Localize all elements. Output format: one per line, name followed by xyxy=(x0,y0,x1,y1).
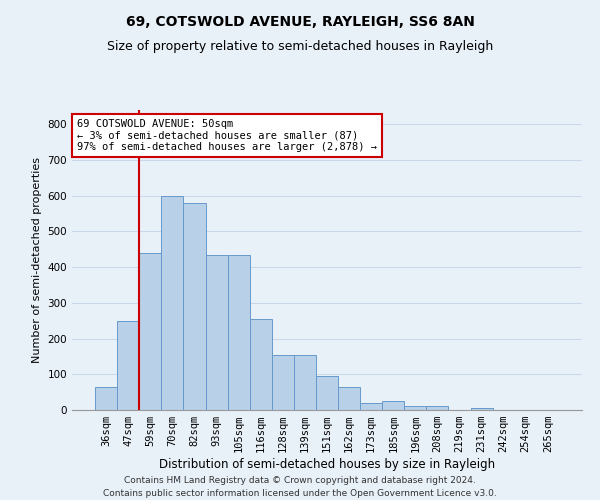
Y-axis label: Number of semi-detached properties: Number of semi-detached properties xyxy=(32,157,42,363)
Bar xyxy=(95,387,117,410)
Bar xyxy=(427,406,448,410)
Bar xyxy=(404,406,427,410)
X-axis label: Distribution of semi-detached houses by size in Rayleigh: Distribution of semi-detached houses by … xyxy=(159,458,495,471)
Bar xyxy=(184,203,206,410)
Text: Size of property relative to semi-detached houses in Rayleigh: Size of property relative to semi-detach… xyxy=(107,40,493,53)
Bar xyxy=(294,354,316,410)
Bar xyxy=(206,254,227,410)
Bar xyxy=(117,320,139,410)
Text: Contains HM Land Registry data © Crown copyright and database right 2024.
Contai: Contains HM Land Registry data © Crown c… xyxy=(103,476,497,498)
Bar xyxy=(470,408,493,410)
Bar xyxy=(250,319,272,410)
Bar xyxy=(338,387,360,410)
Bar xyxy=(227,254,250,410)
Bar xyxy=(272,354,294,410)
Bar xyxy=(382,401,404,410)
Bar xyxy=(316,376,338,410)
Text: 69 COTSWOLD AVENUE: 50sqm
← 3% of semi-detached houses are smaller (87)
97% of s: 69 COTSWOLD AVENUE: 50sqm ← 3% of semi-d… xyxy=(77,119,377,152)
Bar xyxy=(139,253,161,410)
Text: 69, COTSWOLD AVENUE, RAYLEIGH, SS6 8AN: 69, COTSWOLD AVENUE, RAYLEIGH, SS6 8AN xyxy=(125,15,475,29)
Bar xyxy=(161,196,184,410)
Bar xyxy=(360,403,382,410)
